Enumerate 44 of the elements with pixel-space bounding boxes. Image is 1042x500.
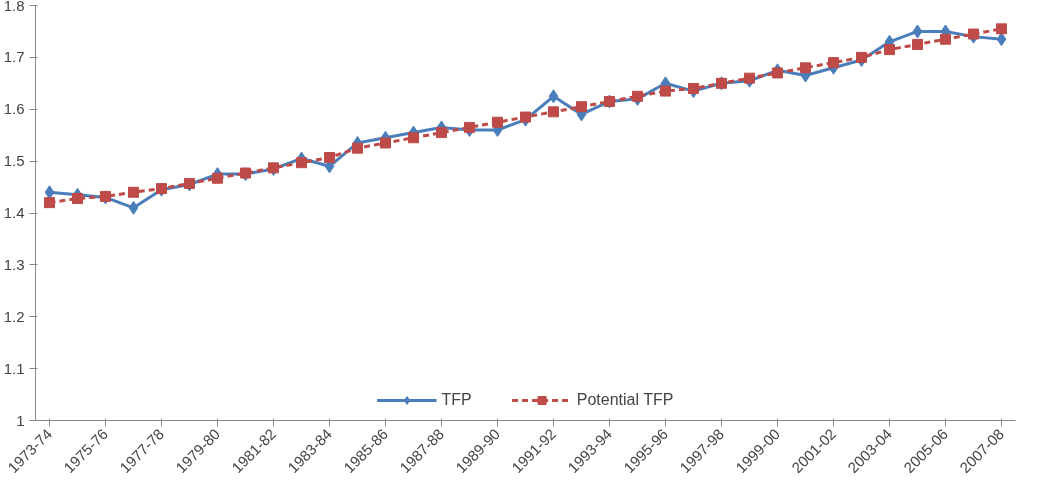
point <box>632 90 643 102</box>
legend-label: TFP <box>441 391 472 409</box>
y-tick-label: 1.4 <box>3 204 25 221</box>
point <box>128 200 139 215</box>
legend-label: Potential TFP <box>576 391 674 409</box>
point <box>996 32 1007 47</box>
point <box>576 101 587 113</box>
point <box>44 185 55 200</box>
point <box>884 44 895 56</box>
y-tick-label: 1.8 <box>3 0 25 14</box>
point <box>492 116 503 128</box>
point <box>548 106 559 118</box>
point <box>548 89 559 104</box>
y-tick-label: 1 <box>16 411 25 429</box>
y-tick-label: 1.5 <box>3 152 25 170</box>
point <box>688 83 699 94</box>
point <box>520 111 531 123</box>
point <box>324 151 335 163</box>
point <box>380 137 391 149</box>
point <box>296 157 307 169</box>
y-tick-label: 1.6 <box>3 100 25 118</box>
point <box>44 197 55 209</box>
point <box>744 72 755 84</box>
point <box>772 67 783 79</box>
point <box>72 192 83 204</box>
point <box>912 24 923 39</box>
point <box>436 127 447 139</box>
y-tick-label: 1.1 <box>3 359 25 377</box>
point <box>940 33 951 45</box>
point <box>800 62 811 74</box>
point <box>968 28 979 40</box>
point <box>464 121 475 133</box>
y-tick-label: 1.3 <box>3 255 25 273</box>
y-tick-label: 1.2 <box>3 307 25 325</box>
point <box>128 186 139 198</box>
point <box>212 172 223 184</box>
point <box>352 142 363 154</box>
point <box>660 85 671 97</box>
point <box>912 38 923 50</box>
point <box>856 51 867 63</box>
point <box>408 132 419 144</box>
point <box>828 57 839 69</box>
y-tick-label: 1.7 <box>3 48 25 66</box>
point <box>996 23 1007 35</box>
